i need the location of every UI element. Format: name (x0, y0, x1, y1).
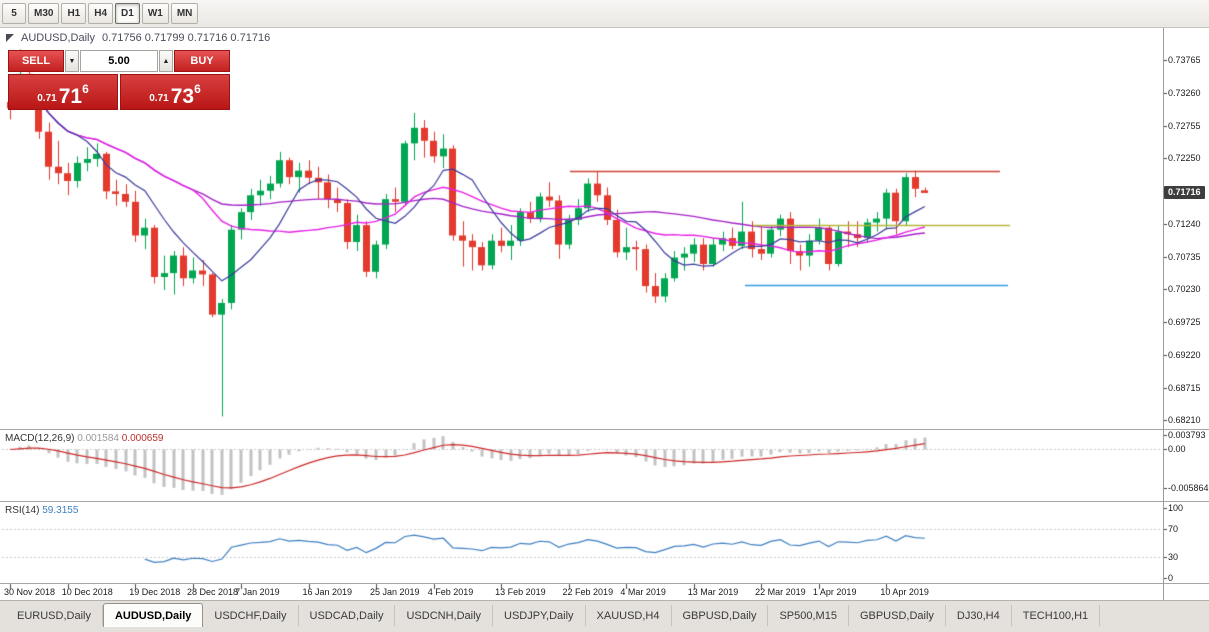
one-click-trading-panel: SELL ▼ 5.00 ▲ BUY 0.71 71 6 0.71 73 6 (8, 50, 230, 110)
sell-price-point: 6 (82, 82, 89, 96)
sell-price-display[interactable]: 0.71 71 6 (8, 74, 118, 110)
chart-tab[interactable]: USDJPY,Daily (493, 605, 586, 626)
timeframe-button[interactable]: H4 (88, 3, 114, 24)
macd-indicator-label: MACD(12,26,9) 0.001584 0.000659 (5, 433, 163, 444)
arrow-up-icon: ▲ (162, 57, 170, 65)
chart-symbol-label: AUDUSD,Daily (21, 32, 95, 44)
timeframe-button[interactable]: W1 (141, 3, 169, 24)
chart-tab[interactable]: EURUSD,Daily (6, 605, 103, 626)
chart-tab-bar: EURUSD,Daily AUDUSD,Daily USDCHF,Daily USDC… (0, 600, 1209, 632)
timeframe-button[interactable]: D1 (115, 3, 140, 24)
chart-window: AUDUSD,Daily 0.71756 0.71799 0.71716 0.7… (0, 28, 1209, 600)
chart-ohlc-values: 0.71756 0.71799 0.71716 0.71716 (101, 32, 271, 44)
time-axis-splitter (0, 583, 1209, 584)
chart-ohlc-info: AUDUSD,Daily 0.71756 0.71799 0.71716 0.7… (6, 32, 270, 44)
macd-panel-splitter[interactable] (0, 429, 1209, 430)
timeframe-button[interactable]: MN (170, 3, 199, 24)
buy-button[interactable]: BUY (174, 50, 230, 72)
timeframe-button[interactable]: M30 (28, 3, 60, 24)
chart-tab[interactable]: XAUUSD,H4 (586, 605, 672, 626)
chart-tab[interactable]: USDCHF,Daily (203, 605, 299, 626)
rsi-value: 59.3155 (42, 505, 79, 516)
buy-price-point: 6 (194, 82, 201, 96)
chart-canvas[interactable] (0, 28, 1209, 600)
macd-name: MACD(12,26,9) (5, 433, 75, 444)
buy-price-prefix: 0.71 (149, 93, 169, 104)
chart-tab[interactable]: USDCNH,Daily (395, 605, 494, 626)
timeframe-button[interactable]: 5 (2, 3, 26, 24)
arrow-down-icon: ▼ (68, 57, 76, 65)
macd-signal-value: 0.000659 (121, 433, 164, 444)
trade-prices-row: 0.71 71 6 0.71 73 6 (8, 74, 230, 110)
volume-up-button[interactable]: ▲ (159, 50, 173, 72)
trade-controls-row: SELL ▼ 5.00 ▲ BUY (8, 50, 230, 72)
price-scale-divider (1163, 28, 1164, 600)
chart-tab[interactable]: GBPUSD,Daily (672, 605, 769, 626)
sell-button[interactable]: SELL (8, 50, 64, 72)
current-price-tag: 0.71716 (1164, 185, 1205, 199)
rsi-indicator-label: RSI(14) 59.3155 (5, 505, 78, 516)
macd-main-value: 0.001584 (77, 433, 119, 444)
chart-tab[interactable]: TECH100,H1 (1012, 605, 1101, 626)
timeframe-button[interactable]: H1 (61, 3, 87, 24)
timeframe-toolbar: 5 M30 H1 H4 D1 W1 MN (0, 0, 1209, 28)
chart-tab[interactable]: AUDUSD,Daily (102, 603, 204, 627)
chart-tab[interactable]: GBPUSD,Daily (849, 605, 946, 626)
chart-tab[interactable]: DJ30,H4 (946, 605, 1012, 626)
rsi-name: RSI(14) (5, 505, 40, 516)
chart-marker-icon (6, 34, 14, 42)
volume-input[interactable]: 5.00 (80, 50, 158, 72)
buy-price-pips: 73 (170, 85, 195, 108)
volume-down-button[interactable]: ▼ (65, 50, 79, 72)
chart-tab[interactable]: USDCAD,Daily (299, 605, 396, 626)
rsi-panel-splitter[interactable] (0, 501, 1209, 502)
buy-price-display[interactable]: 0.71 73 6 (120, 74, 230, 110)
sell-price-prefix: 0.71 (37, 93, 57, 104)
chart-tab[interactable]: SP500,M15 (768, 605, 849, 626)
sell-price-pips: 71 (58, 85, 83, 108)
